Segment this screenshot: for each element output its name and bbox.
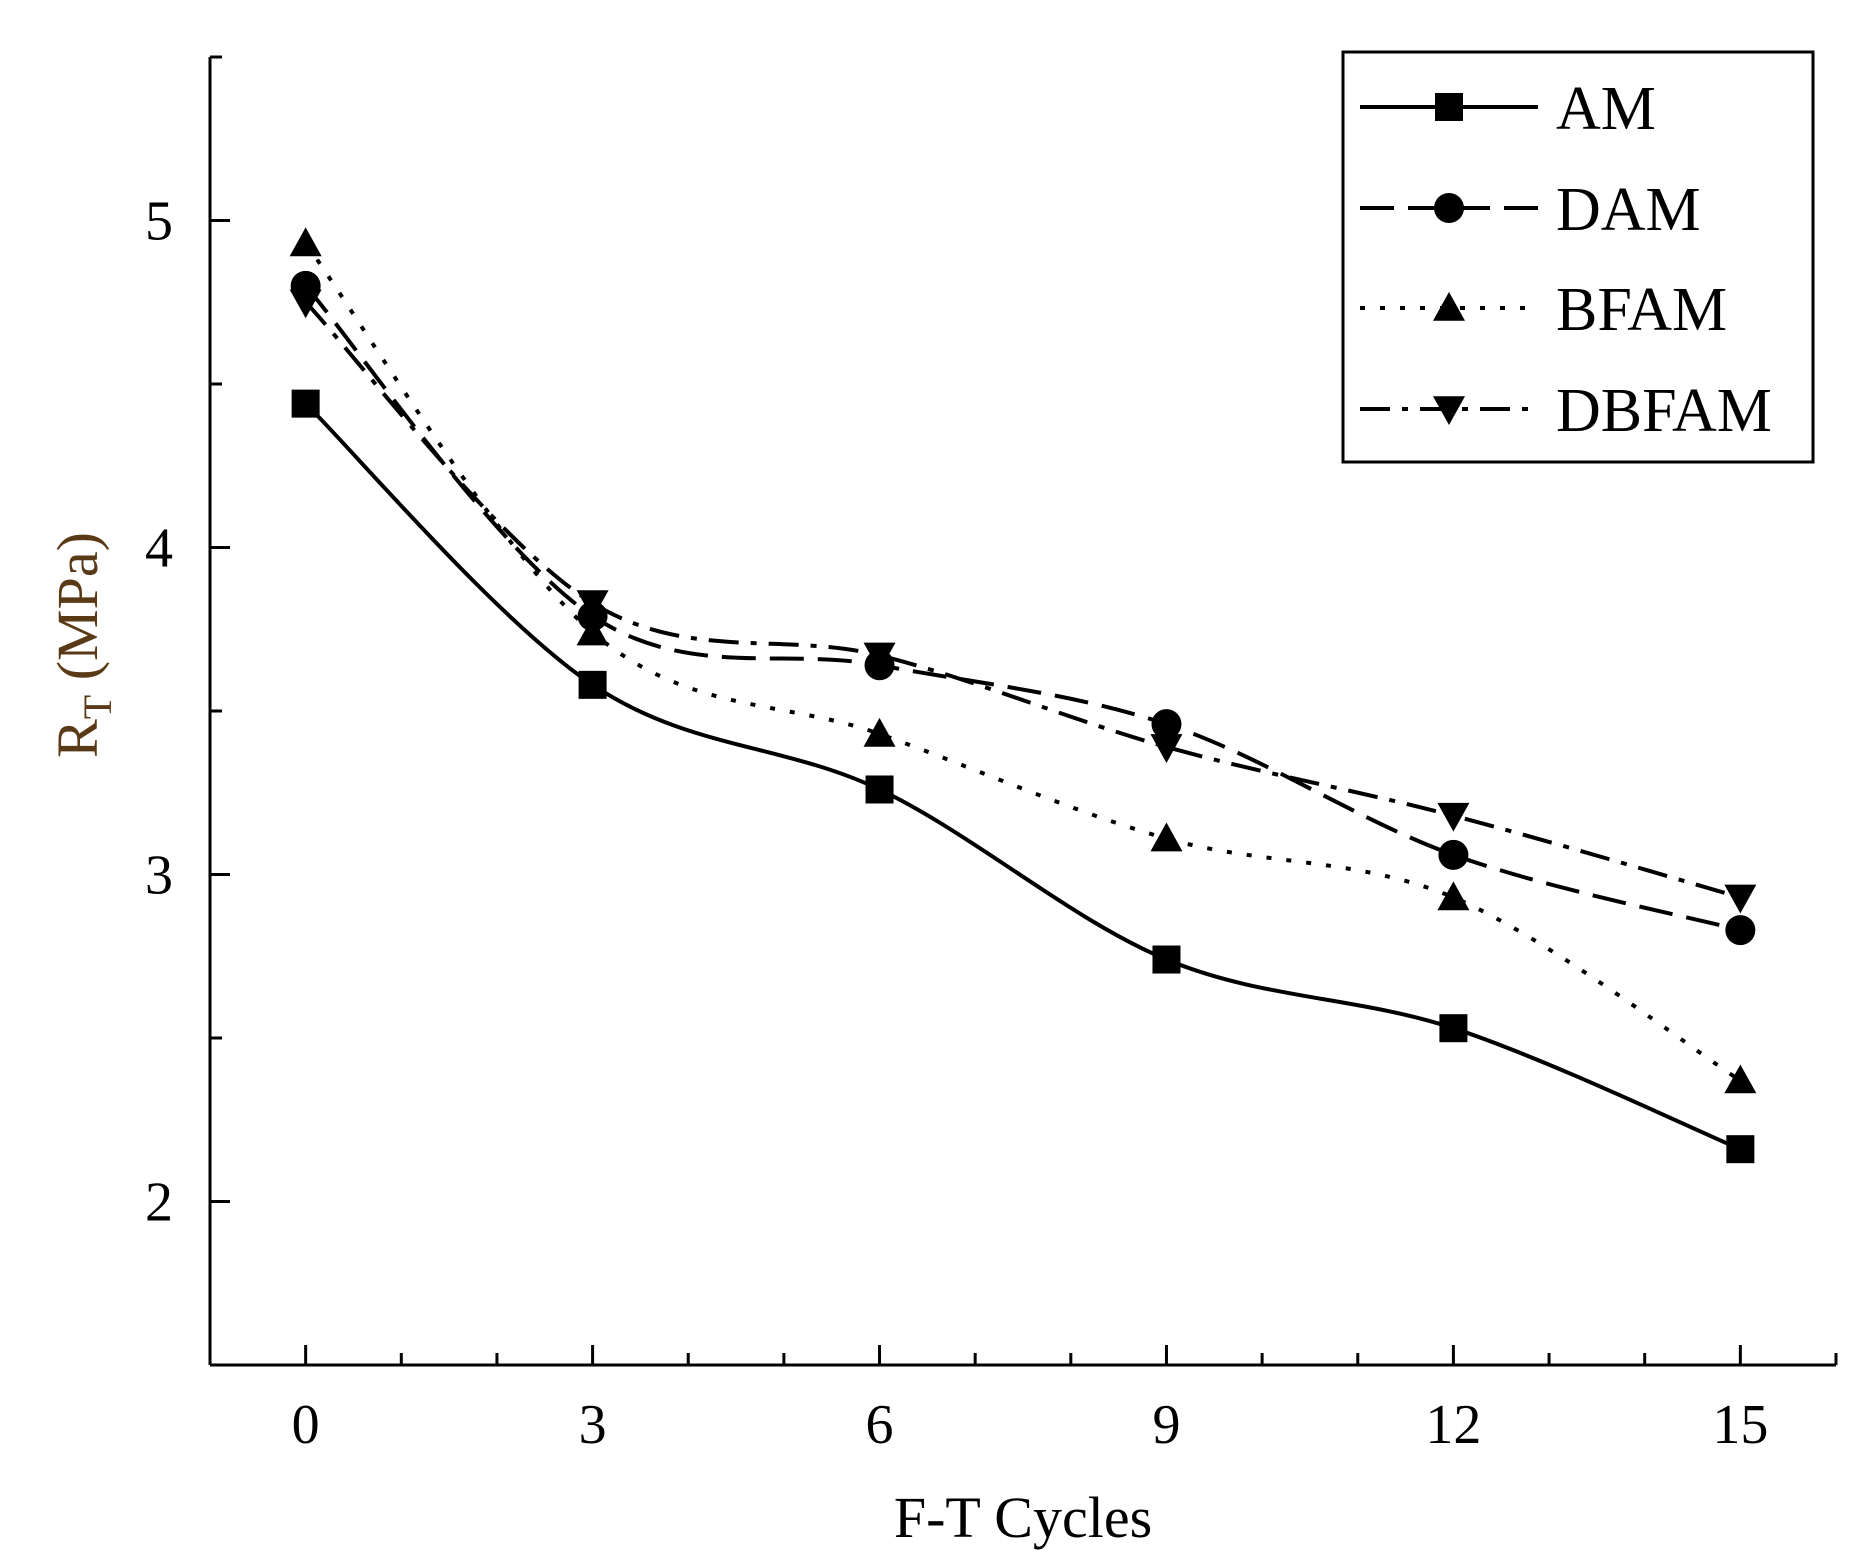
data-point-dam <box>1151 709 1182 740</box>
series-line-dam <box>304 284 1741 933</box>
x-axis-title: F-T Cycles <box>894 1485 1152 1550</box>
y-tick-label: 3 <box>145 845 173 907</box>
series-layer <box>289 227 1757 1164</box>
legend-marker-dam <box>1434 193 1464 223</box>
legend-label-dbfam: DBFAM <box>1556 377 1772 445</box>
data-point-am <box>578 670 607 699</box>
x-tick-label: 6 <box>866 1394 894 1456</box>
y-tick-label: 5 <box>145 191 173 253</box>
legend-label-bfam: BFAM <box>1556 276 1727 344</box>
legend-marker-dbfam <box>1433 396 1465 425</box>
legend-marker-bfam <box>1433 292 1465 321</box>
y-axis-title-main: R <box>45 719 110 758</box>
series-line-dbfam <box>304 300 1741 900</box>
legend-marker-am <box>1435 93 1463 121</box>
data-point-am <box>1152 945 1181 974</box>
y-axis-title-unit: (MPa) <box>45 532 110 695</box>
data-point-dam <box>1725 915 1756 946</box>
legend-box <box>1341 50 1815 464</box>
data-point-bfam <box>1437 881 1470 911</box>
data-point-bfam <box>1150 822 1183 852</box>
x-tick-label: 3 <box>579 1394 607 1456</box>
legend: AM DAM BFAM DBFAM <box>1341 50 1815 464</box>
x-tick-label: 9 <box>1152 1394 1180 1456</box>
data-point-dbfam <box>576 590 609 620</box>
data-point-bfam <box>576 616 609 646</box>
data-point-am <box>1439 1014 1468 1043</box>
data-point-am <box>1726 1135 1755 1164</box>
data-point-am <box>865 775 894 804</box>
data-point-bfam <box>289 227 322 257</box>
x-tick-label: 12 <box>1425 1394 1481 1456</box>
data-point-dbfam <box>289 289 322 319</box>
series-bfam <box>289 227 1757 1094</box>
data-point-bfam <box>1724 1064 1757 1094</box>
legend-label-dam: DAM <box>1556 176 1701 244</box>
data-point-dam <box>1438 839 1469 870</box>
data-point-dbfam <box>863 642 896 672</box>
series-line-bfam <box>304 242 1742 1083</box>
y-axis-title: RT (MPa) <box>45 532 120 758</box>
data-point-dbfam <box>1724 884 1757 914</box>
series-am <box>291 389 1755 1164</box>
y-tick-label: 2 <box>145 1172 173 1234</box>
x-tick-label: 15 <box>1712 1394 1768 1456</box>
y-axis-title-subscript: T <box>75 695 120 719</box>
data-point-dbfam <box>1150 734 1183 763</box>
x-axis-ticks: 0 3 6 9 12 15 <box>208 1345 1838 1456</box>
legend-label-am: AM <box>1556 75 1656 143</box>
series-dbfam <box>289 289 1757 914</box>
data-point-am <box>291 389 320 418</box>
data-point-bfam <box>863 717 896 747</box>
y-axis-ticks: 2 3 4 5 <box>145 55 230 1367</box>
x-tick-label: 0 <box>292 1394 320 1456</box>
y-tick-label: 4 <box>145 518 173 580</box>
series-line-am <box>304 402 1742 1152</box>
data-point-dbfam <box>1437 802 1470 832</box>
